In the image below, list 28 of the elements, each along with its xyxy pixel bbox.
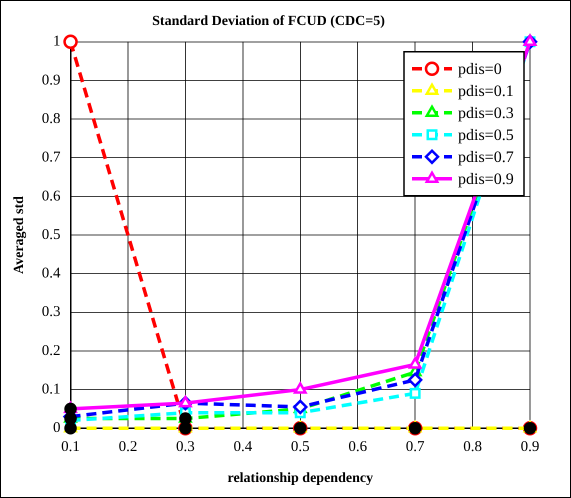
y-tick-label: 0.9 [42, 72, 61, 88]
y-axis-title: Averaged std [12, 196, 28, 274]
y-tick-label: 0.7 [42, 150, 62, 166]
x-tick-label: 0.2 [118, 439, 138, 456]
legend-label: pdis=0.1 [458, 83, 514, 100]
y-tick-label: 0.8 [42, 111, 61, 128]
x-tick-label: 0.3 [176, 439, 195, 456]
legend-label: pdis=0.9 [458, 171, 514, 188]
x-tick-label: 0.4 [233, 439, 253, 456]
y-tick-label: 1 [53, 34, 61, 50]
x-tick-label: 0.6 [348, 439, 368, 456]
x-tick-label: 0.9 [520, 439, 540, 456]
legend-label: pdis=0.5 [458, 127, 514, 144]
legend-label: pdis=0.7 [458, 149, 514, 166]
legend-label: pdis=0 [458, 61, 502, 78]
y-tick-label: 0.2 [42, 342, 61, 359]
y-tick-label: 0.5 [42, 226, 61, 243]
chart-title: Standard Deviation of FCUD (CDC=5) [152, 14, 386, 30]
x-tick-label: 0.7 [406, 439, 426, 456]
y-tick-label: 0.4 [42, 266, 62, 282]
y-tick-label: 0 [53, 420, 61, 436]
x-tick-label: 0.8 [463, 439, 482, 456]
x-tick-label: 0.5 [290, 439, 310, 456]
x-axis-title: relationship dependency [227, 471, 374, 486]
legend-label: pdis=0.3 [458, 105, 514, 122]
y-tick-label: 0.1 [42, 381, 61, 398]
y-tick-label: 0.3 [42, 304, 61, 320]
y-tick-label: 0.6 [42, 188, 62, 204]
